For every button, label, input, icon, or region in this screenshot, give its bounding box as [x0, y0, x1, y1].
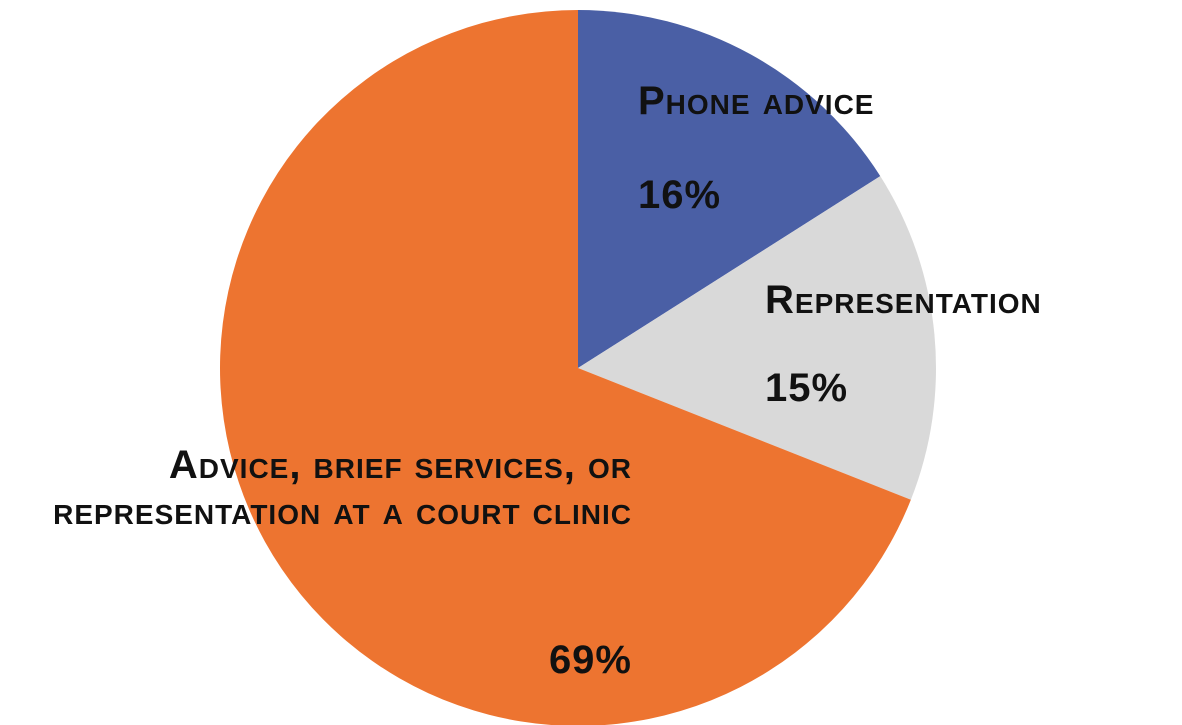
category-label: Advice, brief services, or representatio…	[53, 443, 632, 533]
value-label: 16%	[638, 173, 722, 217]
value-label: 15%	[765, 366, 849, 410]
category-label: Representation	[765, 278, 1042, 322]
pie-slice	[220, 10, 911, 725]
pie-slice	[578, 176, 936, 500]
pie-slice	[578, 10, 881, 368]
value-label: 69%	[548, 638, 632, 682]
category-label: Phone advice	[638, 79, 875, 123]
